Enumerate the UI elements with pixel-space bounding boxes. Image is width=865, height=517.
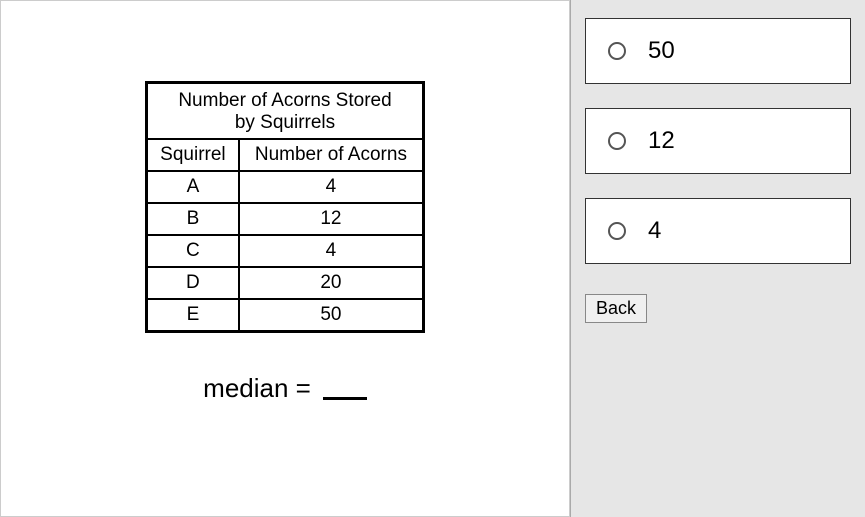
- answer-label: 50: [648, 37, 675, 65]
- cell-acorns: 4: [239, 235, 424, 267]
- cell-squirrel: C: [147, 235, 239, 267]
- radio-icon: [608, 42, 626, 60]
- prompt-blank: [323, 397, 367, 400]
- answer-label: 4: [648, 217, 661, 245]
- cell-squirrel: E: [147, 299, 239, 332]
- table-row: A 4: [147, 171, 424, 203]
- cell-acorns: 4: [239, 171, 424, 203]
- cell-acorns: 12: [239, 203, 424, 235]
- back-button[interactable]: Back: [585, 294, 647, 323]
- cell-acorns: 50: [239, 299, 424, 332]
- nav-row: Back: [585, 294, 851, 323]
- answer-option-0[interactable]: 50: [585, 18, 851, 84]
- table-row: C 4: [147, 235, 424, 267]
- table-title-line2: by Squirrels: [235, 112, 335, 133]
- data-table: Number of Acorns Stored by Squirrels Squ…: [145, 81, 425, 333]
- answer-label: 12: [648, 127, 675, 155]
- column-header-squirrel: Squirrel: [147, 139, 239, 171]
- table-title-line1: Number of Acorns Stored: [178, 90, 391, 111]
- radio-icon: [608, 132, 626, 150]
- table-row: B 12: [147, 203, 424, 235]
- question-prompt: median =: [203, 373, 367, 404]
- question-panel: Number of Acorns Stored by Squirrels Squ…: [0, 0, 570, 517]
- radio-icon: [608, 222, 626, 240]
- answers-panel: 50 12 4 Back: [570, 0, 865, 517]
- cell-squirrel: B: [147, 203, 239, 235]
- cell-acorns: 20: [239, 267, 424, 299]
- prompt-text: median =: [203, 373, 311, 404]
- cell-squirrel: D: [147, 267, 239, 299]
- table-title-cell: Number of Acorns Stored by Squirrels: [147, 83, 424, 140]
- column-header-acorns: Number of Acorns: [239, 139, 424, 171]
- answer-option-1[interactable]: 12: [585, 108, 851, 174]
- table-row: D 20: [147, 267, 424, 299]
- table-row: E 50: [147, 299, 424, 332]
- answer-option-2[interactable]: 4: [585, 198, 851, 264]
- cell-squirrel: A: [147, 171, 239, 203]
